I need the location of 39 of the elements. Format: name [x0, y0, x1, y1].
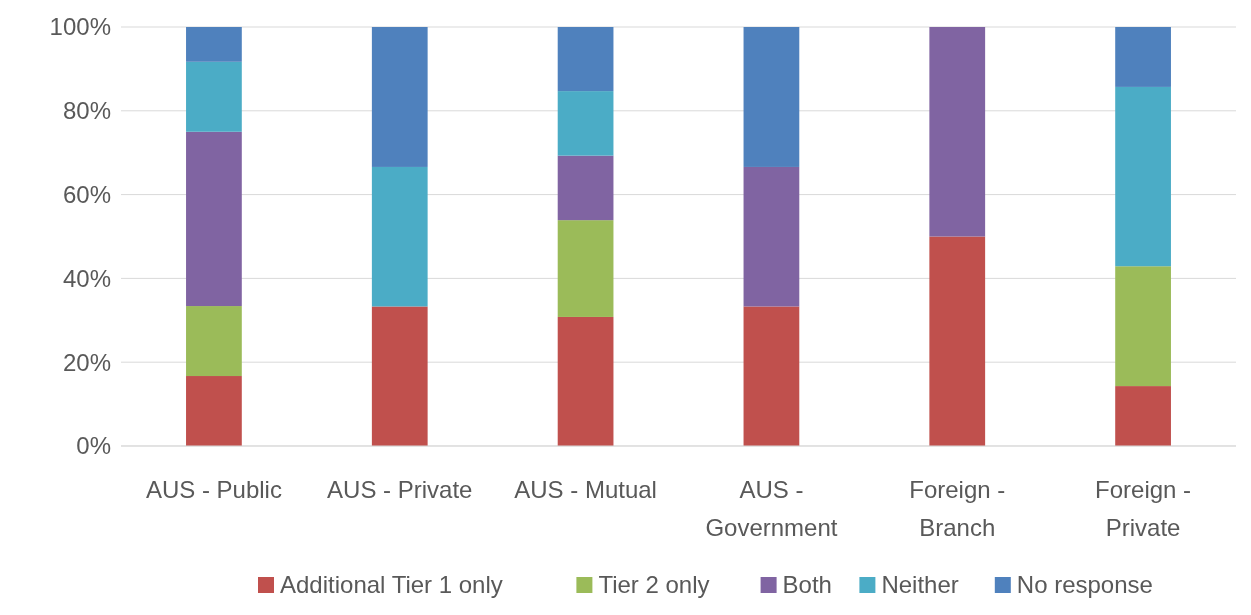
y-tick-label: 40%: [62, 264, 111, 292]
bar: [929, 27, 986, 237]
bar: [1115, 266, 1171, 387]
legend-label: Tier 2 only: [598, 571, 710, 598]
bar: [1115, 386, 1171, 446]
bar: [186, 376, 242, 446]
bar: [557, 155, 614, 221]
bar: [371, 27, 428, 167]
bar: [371, 166, 428, 307]
bar: [557, 91, 614, 156]
bar: [929, 236, 986, 446]
legend-label: No response: [1016, 571, 1153, 598]
y-tick-label: 60%: [62, 181, 111, 208]
bar: [743, 27, 800, 167]
y-tick-label: 0%: [76, 432, 111, 460]
x-tick-label: AUS - Private: [327, 476, 473, 503]
x-tick-label: AUS - Government: [705, 476, 838, 541]
y-tick-label: 100%: [49, 13, 111, 41]
legend-label: Additional Tier 1 only: [280, 571, 503, 598]
bar: [743, 166, 800, 307]
bar: [557, 220, 614, 317]
bar: [186, 306, 242, 377]
x-tick-label: AUS - Mutual: [514, 476, 657, 503]
bar: [186, 27, 242, 62]
x-tick-label: Foreign - Private: [1095, 476, 1192, 541]
y-tick-label: 20%: [62, 348, 111, 376]
bar: [186, 61, 242, 132]
legend-label: Both: [782, 571, 832, 598]
bar: [1115, 27, 1171, 87]
x-tick-label: AUS - Public: [145, 476, 282, 503]
bar: [186, 131, 242, 307]
bar: [1115, 86, 1171, 267]
bar: [557, 316, 614, 446]
bar: [557, 27, 614, 92]
bar: [743, 306, 800, 446]
x-tick-label: Foreign - Branch: [909, 476, 1006, 541]
bar: [371, 306, 428, 446]
y-tick-label: 80%: [62, 97, 111, 125]
legend-label: Neither: [881, 571, 959, 598]
